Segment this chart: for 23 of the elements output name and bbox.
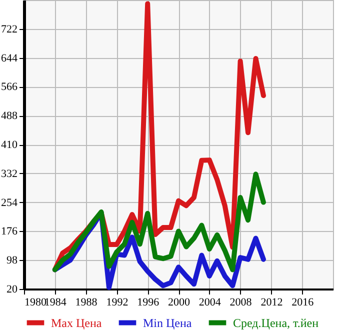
y-tick-label: 332 [1, 168, 18, 180]
y-tick-label: 254 [1, 196, 18, 209]
legend-label: Max Цена [51, 316, 102, 330]
y-tick-label: 98 [6, 254, 18, 267]
x-tick-label: 1984 [44, 296, 67, 308]
x-tick-label: 2016 [292, 296, 314, 308]
legend-label: Min Цена [143, 316, 192, 330]
y-tick-label: 566 [1, 81, 18, 94]
x-tick-label: 1996 [137, 296, 160, 308]
x-tick-label: 1992 [106, 296, 128, 308]
y-tick-label: 20 [6, 284, 18, 296]
x-tick-label: 2000 [168, 296, 190, 308]
x-tick-label: 1980 [24, 296, 47, 308]
x-tick-label: 2012 [260, 296, 283, 308]
x-tick-label: 2004 [198, 296, 222, 308]
legend-label: Сред.Цена, т.йен [233, 316, 320, 330]
x-tick-label: 1988 [75, 296, 98, 308]
y-tick-label: 644 [1, 52, 18, 64]
y-tick-label: 722 [1, 23, 18, 36]
y-tick-label: 410 [1, 139, 18, 151]
y-tick-label: 488 [1, 110, 18, 122]
y-tick-label: 176 [1, 226, 18, 238]
x-tick-label: 2008 [230, 296, 252, 308]
